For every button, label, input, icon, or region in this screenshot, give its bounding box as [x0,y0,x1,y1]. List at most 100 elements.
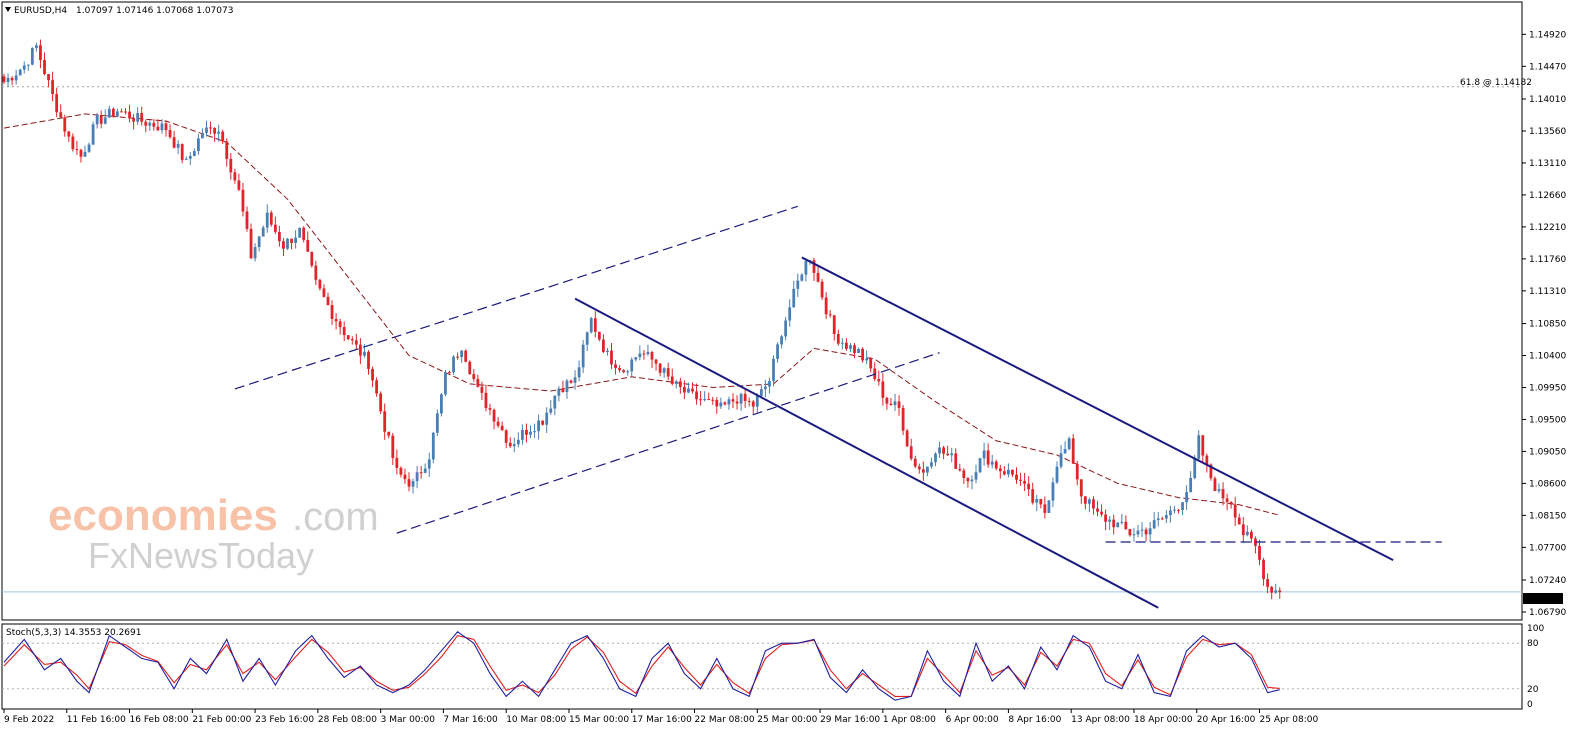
candle [573,370,577,390]
candle [1011,469,1014,477]
price-tick-label: 1.09950 [1529,383,1566,393]
candle-body [1083,496,1087,504]
candle-body [970,479,974,482]
candle [411,478,415,494]
candle-body [695,391,698,400]
candle [581,340,585,374]
candle-body [245,211,249,229]
dashed-trendline[interactable] [234,205,798,390]
time-tick-label: 10 Mar 08:00 [506,715,566,725]
candle-body [646,352,650,355]
candle-body [796,280,800,289]
candle-body [217,131,221,134]
candle [75,140,79,155]
candle-body [678,381,682,387]
candle-body [1225,498,1229,503]
candle-body [1031,489,1035,503]
candle [954,448,958,470]
candle [695,383,698,405]
candle [553,395,557,416]
candle [622,369,626,374]
candle-body [1209,464,1213,479]
candle [1189,471,1193,493]
candle [1258,539,1261,566]
candle [265,204,269,233]
candle [338,318,342,335]
candle-body [828,314,832,316]
candle [99,110,103,129]
candle-body [654,359,658,364]
time-tick-label: 23 Feb 16:00 [255,715,314,725]
candle-body [237,180,241,190]
solid-trendline[interactable] [574,297,1159,609]
candle [1274,583,1278,594]
candle [602,334,605,354]
candle [1217,483,1221,494]
candle [1262,557,1265,586]
candle [201,128,204,139]
candle [1144,527,1148,542]
candle [298,227,302,238]
candle [962,468,966,484]
candle [610,342,613,370]
candle [18,68,22,76]
candle [670,368,674,386]
candle [290,238,293,250]
candle-body [711,399,715,401]
candle-body [103,117,107,124]
stoch-main-line [3,631,1280,701]
candle [359,338,362,364]
candle-body [934,453,937,463]
candle-body [954,453,958,469]
candle [836,329,840,346]
candle [857,347,860,354]
dashed-trendline[interactable] [396,352,940,534]
candle [128,104,131,123]
candle-body [998,468,1002,472]
candle [1132,527,1136,542]
candle-body [529,431,532,435]
candle [1229,501,1233,509]
price-tick-label: 1.12660 [1529,191,1566,201]
candle-body [338,321,342,328]
candle-body [26,64,30,66]
price-tick-label: 1.12210 [1529,223,1566,233]
dropdown-triangle-icon[interactable] [5,7,11,12]
candle [885,396,889,410]
candle [938,441,941,458]
candle-body [14,75,18,81]
candle [1225,493,1229,511]
candle [1039,498,1043,509]
candle-body [569,380,573,383]
candle [1002,465,1006,476]
candle [484,384,488,412]
candle [569,379,573,384]
candle-body [1229,502,1233,505]
candle-body [273,224,277,232]
candle [565,378,569,399]
candle [221,129,225,145]
candle [1156,512,1160,527]
candle [444,369,447,397]
candle-body [836,333,840,344]
candle [1254,536,1257,554]
candle-body [849,345,852,349]
candle [800,273,804,282]
candle-body [419,472,423,474]
candle [1059,445,1063,469]
candle [346,335,350,341]
candle-body [184,158,188,160]
candle [188,152,192,165]
candle-body [172,137,176,148]
solid-trendline[interactable] [801,256,1394,562]
candle [205,120,208,137]
candle [172,130,176,149]
candle [184,156,188,160]
candle-body [282,241,285,249]
candle-body [168,130,172,138]
candle-body [500,425,504,431]
candle-body [460,350,464,358]
candle-body [63,117,67,132]
candle [1124,515,1128,530]
